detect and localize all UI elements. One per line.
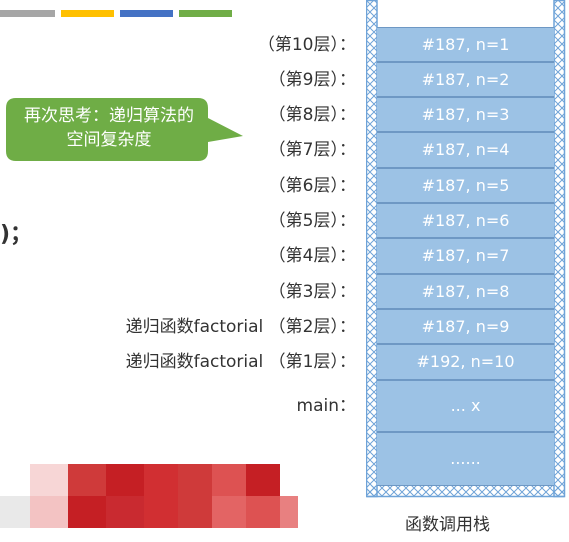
stack-frame: #187, n=2 (377, 62, 554, 97)
stack-row-label: 递归函数factorial （第2层）： (125, 316, 356, 337)
stack-row-label: main： (296, 396, 356, 416)
stack-frame: ... x (377, 380, 554, 432)
stack-row-label: 递归函数factorial （第1层）： (125, 352, 356, 372)
stack-frame: #187, n=4 (377, 132, 554, 168)
stack-row-label: （第7层）： (268, 140, 356, 160)
stack-row-label: （第9层）： (268, 69, 356, 90)
stack-frame: #187, n=3 (377, 97, 554, 132)
stack-caption: 函数调用栈 (405, 515, 490, 535)
stack-frame: #187, n=1 (377, 27, 554, 62)
stack-frame: ...... (377, 432, 554, 486)
legend-strip-gray (0, 10, 55, 17)
stack-frame: #187, n=8 (377, 274, 554, 309)
stack-frame: #187, n=7 (377, 238, 554, 274)
stack-row-label: （第5层）： (268, 210, 356, 231)
stack-row-label: （第8层）： (268, 104, 356, 125)
pixelated-mosaic (0, 464, 298, 528)
stack-frame: #187, n=6 (377, 203, 554, 238)
stack-row-label: （第3层）： (268, 281, 356, 302)
stack-row-label: （第10层）： (257, 34, 356, 55)
legend-strip-blue (120, 10, 173, 17)
cropped-code-fragment: )； (0, 222, 33, 247)
stack-row-label: （第4层）： (268, 246, 356, 266)
callout-text: 再次思考：递归算法的空间复杂度 (24, 106, 194, 150)
callout-shape (6, 98, 243, 161)
stack-frame: #187, n=5 (377, 168, 554, 203)
legend-strip-green (179, 10, 232, 17)
callout-bubble: 再次思考：递归算法的空间复杂度 (6, 98, 243, 161)
stack-frame: #187, n=9 (377, 309, 554, 344)
stack-row-label: （第6层）： (268, 175, 356, 196)
legend-strip-yellow (61, 10, 114, 17)
stack-frame: #192, n=10 (377, 344, 554, 380)
